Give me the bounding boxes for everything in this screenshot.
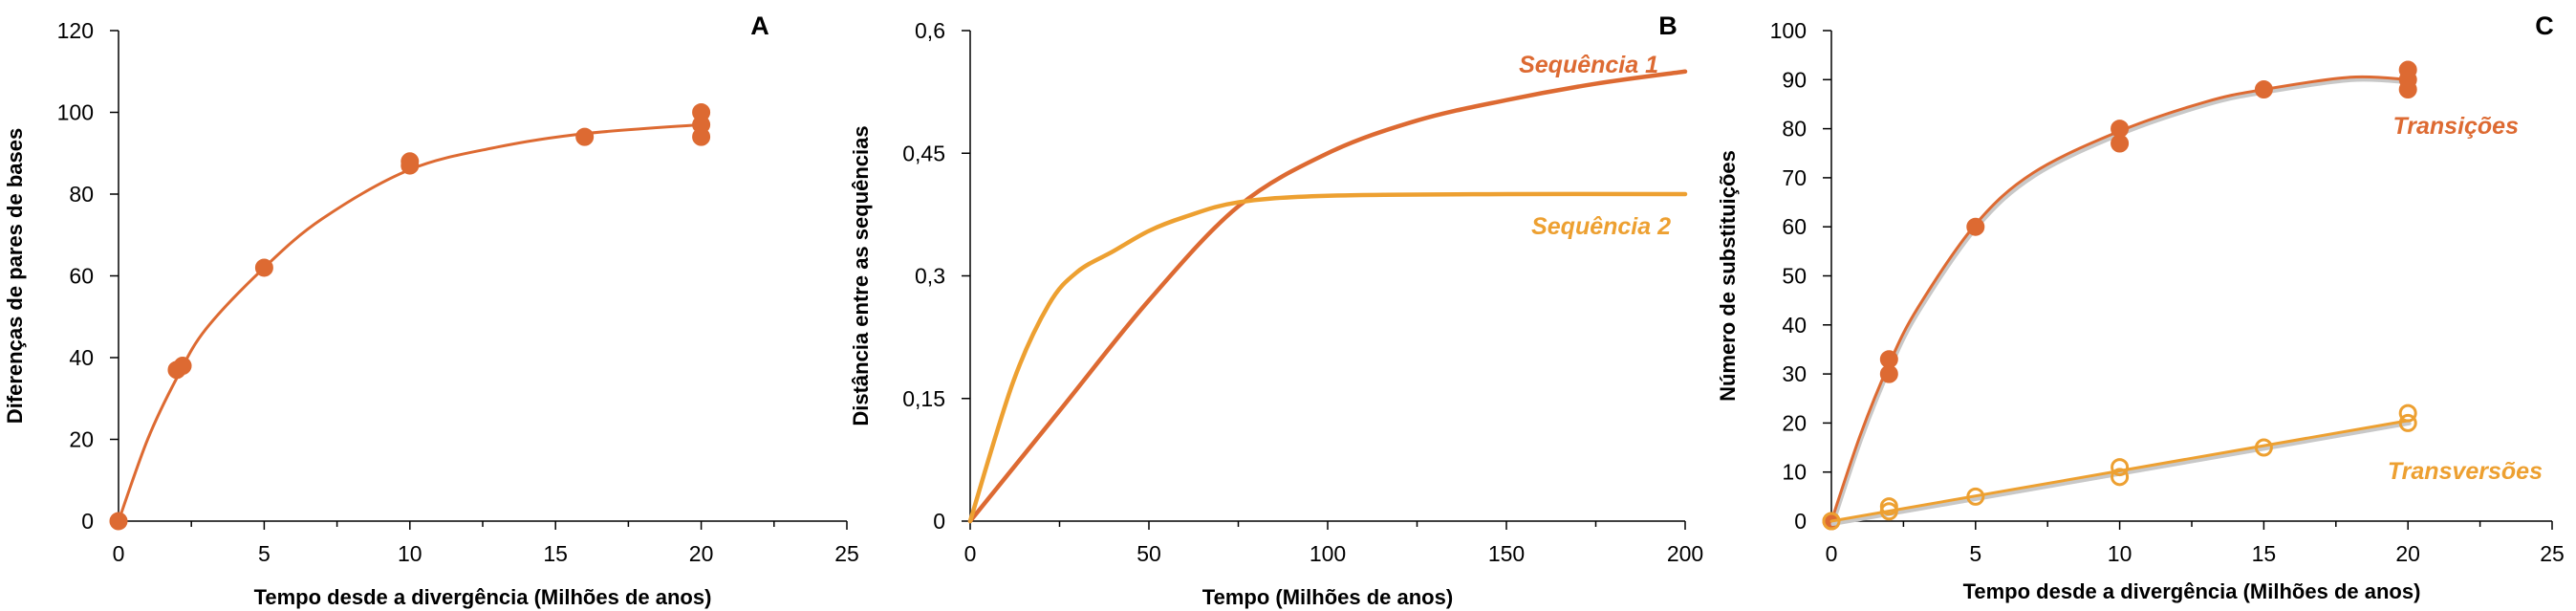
y-axis-title: Distância entre as sequências: [849, 125, 873, 426]
x-tick-label: 10: [398, 541, 422, 566]
series-label: Transições: [2392, 113, 2519, 140]
data-point: [692, 103, 711, 121]
y-tick-label: 30: [1782, 361, 1807, 386]
data-point: [109, 512, 128, 531]
y-tick-label: 0,6: [915, 18, 945, 43]
x-axis-title: Tempo (Milhões de anos): [1202, 585, 1453, 609]
x-tick-label: 0: [1826, 541, 1838, 566]
x-tick-label: 25: [834, 541, 859, 566]
x-tick-label: 150: [1488, 541, 1525, 566]
y-tick-label: 0,45: [902, 141, 945, 165]
data-point: [2111, 468, 2130, 487]
y-tick-label: 20: [69, 427, 94, 452]
trendline: [117, 122, 704, 523]
panel-letter: A: [750, 11, 769, 40]
x-tick-label: 0: [964, 541, 977, 566]
y-tick-label: 70: [1782, 165, 1807, 190]
y-tick-label: 0,15: [902, 386, 945, 411]
x-tick-label: 10: [2108, 541, 2132, 566]
y-tick-label: 80: [69, 182, 94, 207]
x-axis-title: Tempo desde a divergência (Milhões de an…: [1963, 579, 2421, 603]
x-tick-label: 25: [2540, 541, 2565, 566]
y-tick-label: 40: [69, 345, 94, 370]
series-label: Sequência 1: [1519, 52, 1658, 78]
x-tick-label: 15: [543, 541, 568, 566]
panel-letter: B: [1658, 11, 1678, 40]
data-point: [1822, 512, 1841, 531]
data-point: [1879, 350, 1898, 369]
data-point: [2254, 438, 2273, 457]
x-tick-label: 100: [1310, 541, 1346, 566]
trendline: [1829, 419, 2410, 523]
data-point: [1879, 502, 1898, 521]
data-point: [1879, 497, 1898, 516]
trendline: [1829, 75, 2410, 523]
data-point: [2111, 458, 2130, 477]
x-tick-label: 200: [1667, 541, 1703, 566]
y-tick-label: 0: [81, 509, 94, 534]
x-tick-label: 50: [1136, 541, 1161, 566]
y-tick-label: 60: [1782, 214, 1807, 239]
panel-c-chart: 0 5 10 15 20 25 0 10 20 30 40 50 60 70 80 90 100 Tempo de…: [1716, 11, 2565, 603]
data-point: [2111, 120, 2130, 139]
y-tick-label: 40: [1782, 313, 1807, 338]
y-tick-label: 0,3: [915, 264, 945, 289]
data-point: [2254, 80, 2273, 99]
data-point: [2398, 404, 2417, 423]
x-axis-title: Tempo desde a divergência (Milhões de an…: [254, 585, 712, 609]
data-point: [2398, 413, 2417, 432]
data-point: [1966, 487, 1985, 506]
data-point: [1966, 217, 1985, 236]
data-point: [254, 258, 273, 277]
y-tick-label: 100: [57, 100, 94, 125]
x-tick-label: 20: [2395, 541, 2420, 566]
y-axis-title: Diferenças de pares de bases: [3, 128, 27, 424]
trendline-shadow: [1830, 77, 2412, 526]
y-tick-label: 60: [69, 264, 94, 289]
y-tick-label: 0: [1794, 509, 1807, 534]
panel-letter: C: [2535, 11, 2554, 40]
x-tick-label: 5: [258, 541, 271, 566]
y-axis-title: Número de substituições: [1716, 150, 1740, 402]
y-tick-label: 90: [1782, 67, 1807, 92]
data-point: [575, 127, 595, 146]
y-tick-label: 120: [57, 18, 94, 43]
x-tick-label: 5: [1969, 541, 1981, 566]
y-tick-label: 10: [1782, 460, 1807, 485]
data-point: [2398, 60, 2417, 79]
y-tick-label: 0: [933, 509, 945, 534]
series-line: [967, 69, 1688, 524]
x-tick-label: 15: [2252, 541, 2277, 566]
x-tick-label: 20: [689, 541, 714, 566]
panel-b-chart: 0 50 100 150 200 0 0,15 0,3 0,45 0,6 Tempo (Milhõe…: [849, 11, 1703, 609]
y-tick-label: 20: [1782, 410, 1807, 435]
series-line: [967, 191, 1688, 524]
y-tick-label: 80: [1782, 117, 1807, 142]
series-label: Transversões: [2388, 458, 2543, 485]
panel-a-chart: 0 5 10 15 20 25 0 20 40 60 80 100 120 Tempo desde a d…: [3, 11, 859, 609]
series-label: Sequência 2: [1531, 213, 1671, 240]
data-point: [400, 152, 420, 171]
y-tick-label: 100: [1770, 18, 1807, 43]
x-tick-label: 0: [113, 541, 125, 566]
data-point: [173, 357, 192, 376]
y-tick-label: 50: [1782, 264, 1807, 289]
